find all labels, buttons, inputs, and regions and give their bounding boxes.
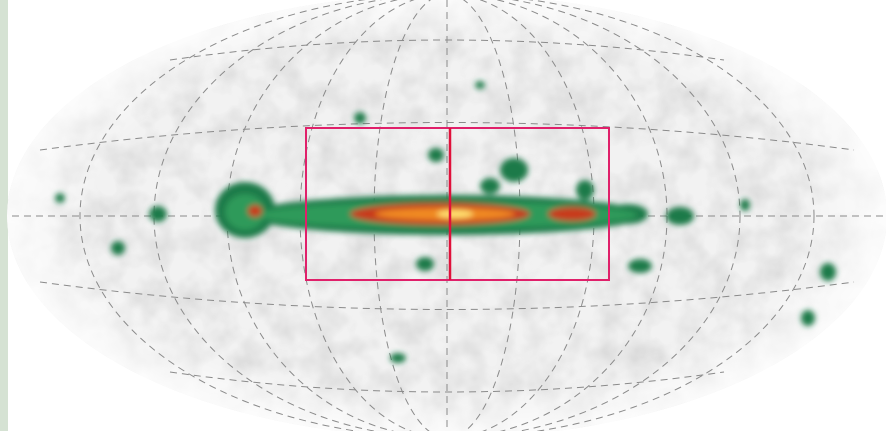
sky-map (0, 0, 886, 431)
page (0, 0, 886, 431)
side-strip (0, 0, 8, 431)
